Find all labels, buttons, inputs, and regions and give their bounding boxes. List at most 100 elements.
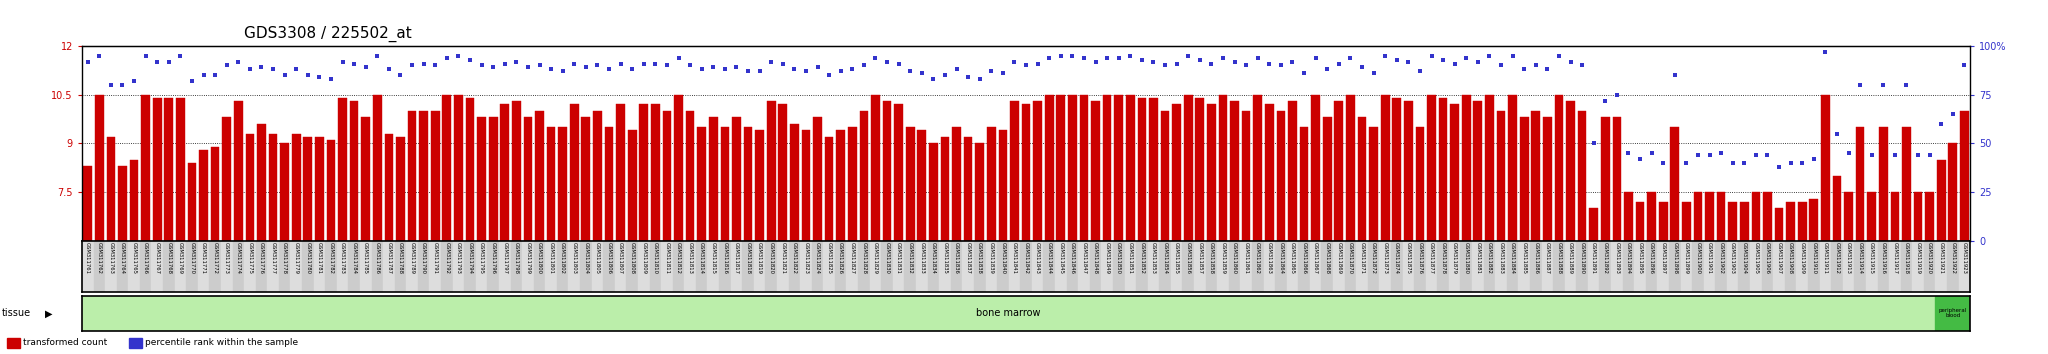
Point — [848, 63, 881, 68]
Bar — [1323, 118, 1331, 241]
Point — [420, 63, 453, 68]
Bar — [1636, 202, 1645, 241]
Bar — [719, 241, 731, 292]
Point — [1311, 67, 1343, 72]
Point — [801, 64, 834, 70]
Text: GSM311833: GSM311833 — [920, 242, 924, 274]
Bar — [1659, 202, 1667, 241]
Text: GSM311870: GSM311870 — [1348, 242, 1354, 274]
Bar — [823, 241, 836, 292]
Text: GDS3308 / 225502_at: GDS3308 / 225502_at — [244, 26, 412, 42]
Bar — [1462, 95, 1470, 241]
Bar — [1739, 241, 1751, 292]
Bar — [1866, 241, 1878, 292]
Point — [1102, 55, 1135, 61]
Point — [453, 57, 485, 62]
Bar — [1647, 192, 1657, 241]
Bar — [1032, 241, 1042, 292]
Bar — [1855, 127, 1864, 241]
Text: GSM311871: GSM311871 — [1360, 242, 1364, 274]
Point — [385, 72, 418, 78]
Text: ▶: ▶ — [45, 308, 53, 318]
Point — [326, 59, 358, 64]
Bar — [696, 241, 707, 292]
Text: GSM311814: GSM311814 — [698, 242, 705, 274]
Point — [1126, 57, 1159, 62]
Bar — [1413, 241, 1425, 292]
Bar — [1438, 241, 1448, 292]
Point — [1450, 55, 1483, 61]
Text: GSM311850: GSM311850 — [1116, 242, 1120, 274]
Text: GSM311774: GSM311774 — [236, 242, 242, 274]
Text: GSM311842: GSM311842 — [1024, 242, 1028, 274]
Point — [1276, 59, 1309, 64]
Point — [176, 78, 209, 84]
Bar — [975, 241, 985, 292]
Bar — [1079, 95, 1087, 241]
Point — [823, 68, 856, 74]
Text: GSM311899: GSM311899 — [1683, 242, 1690, 274]
Bar — [408, 111, 416, 241]
Point — [1415, 53, 1448, 58]
Text: GSM311862: GSM311862 — [1255, 242, 1260, 274]
Text: GSM311767: GSM311767 — [156, 242, 160, 274]
Text: GSM311832: GSM311832 — [907, 242, 913, 274]
Text: GSM311809: GSM311809 — [641, 242, 647, 274]
Bar — [791, 124, 799, 241]
Point — [1669, 160, 1702, 166]
Bar — [1819, 241, 1831, 292]
Bar — [559, 127, 567, 241]
Bar — [741, 241, 754, 292]
Bar — [129, 338, 141, 348]
Bar — [569, 104, 580, 241]
Bar — [1542, 241, 1552, 292]
Point — [1890, 82, 1923, 88]
Text: GSM311807: GSM311807 — [618, 242, 623, 274]
Bar — [1069, 95, 1077, 241]
Text: GSM311782: GSM311782 — [328, 242, 334, 274]
Text: GSM311777: GSM311777 — [270, 242, 276, 274]
Bar — [1751, 192, 1759, 241]
Bar — [1741, 202, 1749, 241]
Point — [1264, 63, 1296, 68]
Bar — [442, 95, 451, 241]
Point — [791, 68, 823, 74]
Bar — [152, 241, 164, 292]
Bar — [1901, 241, 1913, 292]
Text: GSM311823: GSM311823 — [803, 242, 809, 274]
Text: GSM311770: GSM311770 — [190, 242, 195, 274]
Bar — [256, 241, 268, 292]
Bar — [1266, 104, 1274, 241]
Bar — [778, 104, 786, 241]
Point — [1462, 59, 1495, 64]
Text: GSM311902: GSM311902 — [1718, 242, 1724, 274]
Point — [1333, 55, 1366, 61]
Point — [1288, 70, 1321, 76]
Text: GSM311852: GSM311852 — [1139, 242, 1145, 274]
Point — [360, 53, 393, 58]
Text: GSM311801: GSM311801 — [549, 242, 553, 274]
Text: GSM311849: GSM311849 — [1104, 242, 1110, 274]
Bar — [672, 241, 684, 292]
Bar — [1286, 241, 1298, 292]
Point — [281, 67, 313, 72]
Text: GSM311855: GSM311855 — [1174, 242, 1180, 274]
Text: GSM311821: GSM311821 — [780, 242, 784, 274]
Bar — [1159, 241, 1171, 292]
Point — [1567, 63, 1599, 68]
Bar — [1821, 95, 1829, 241]
Point — [1171, 53, 1204, 58]
Text: GSM311779: GSM311779 — [293, 242, 299, 274]
Text: bone marrow: bone marrow — [977, 308, 1040, 318]
Bar — [870, 241, 881, 292]
Point — [1067, 55, 1100, 61]
Text: GSM311921: GSM311921 — [1939, 242, 1944, 274]
Text: GSM311784: GSM311784 — [352, 242, 356, 274]
Bar — [1692, 241, 1704, 292]
Point — [117, 78, 150, 84]
Bar — [1587, 241, 1599, 292]
Bar — [1729, 202, 1737, 241]
Point — [1634, 150, 1667, 156]
Bar — [279, 241, 291, 292]
Bar — [1020, 241, 1032, 292]
